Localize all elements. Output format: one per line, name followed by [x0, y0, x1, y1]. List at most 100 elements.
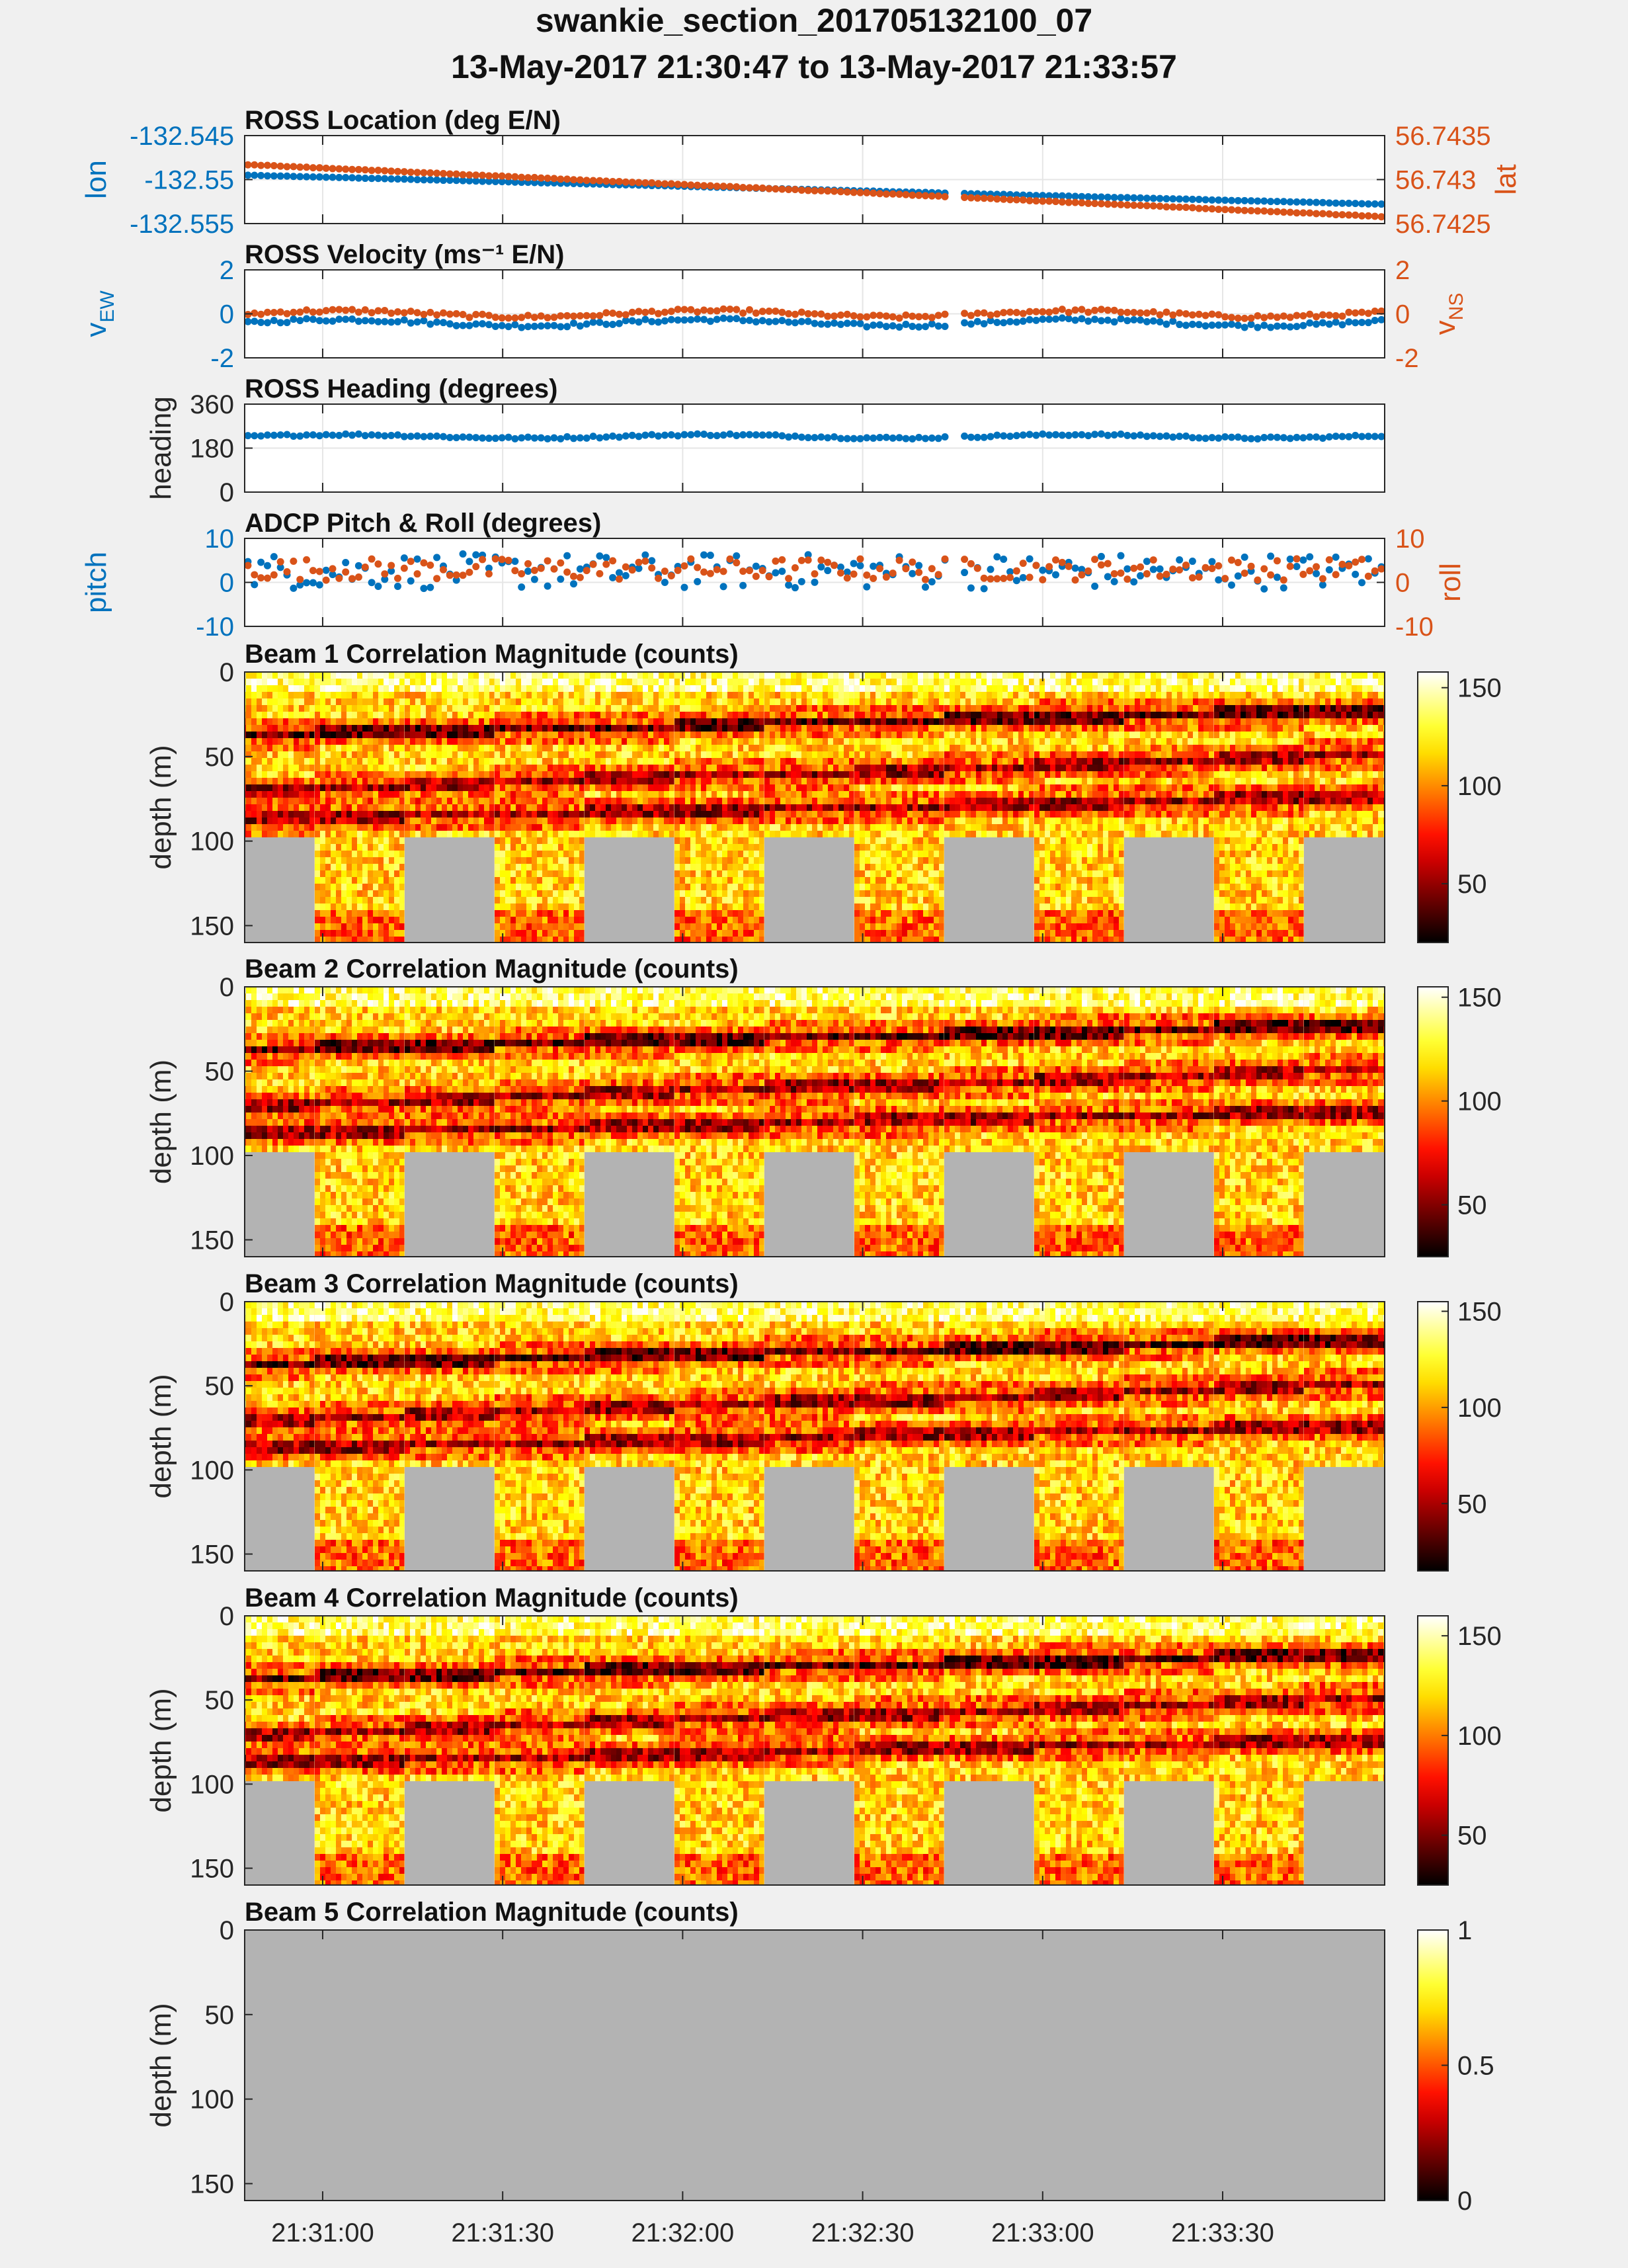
- velocity-point: [1358, 319, 1365, 326]
- velocity-point: [1215, 311, 1222, 318]
- velocity-point: [1196, 311, 1203, 318]
- velocity-point: [856, 320, 864, 327]
- pitchroll-point: [251, 571, 258, 578]
- velocity-point: [1228, 321, 1235, 328]
- location-point: [733, 183, 740, 190]
- velocity-point: [511, 321, 518, 328]
- heading-point: [817, 433, 825, 441]
- velocity-point: [772, 308, 779, 315]
- velocity-point: [1000, 319, 1007, 326]
- location-point: [622, 179, 630, 186]
- pitchroll-point: [817, 556, 825, 564]
- heading-point: [1150, 432, 1157, 439]
- location-point: [1241, 207, 1248, 214]
- pitchroll-point: [577, 574, 584, 581]
- location-point: [785, 186, 792, 193]
- velocity-point: [1104, 306, 1112, 314]
- pitchroll-point: [485, 570, 493, 577]
- pitchroll-point: [641, 558, 649, 565]
- location-point: [1241, 197, 1248, 204]
- beam1-y-axis-label: depth (m): [145, 745, 177, 869]
- pitchroll-point: [856, 562, 864, 569]
- beam1-colorbar-tick-label: 150: [1457, 674, 1502, 703]
- velocity-left-tick-label: 2: [220, 256, 234, 285]
- pitchroll-point: [368, 579, 376, 586]
- beam2-y-tick-label: 50: [205, 1058, 235, 1087]
- velocity-point: [759, 317, 766, 324]
- beam2-image: [245, 987, 1385, 1257]
- location-point: [778, 186, 786, 193]
- location-point: [935, 192, 942, 200]
- pitchroll-point: [720, 567, 727, 575]
- pitchroll-point: [674, 567, 682, 574]
- beam3-image: [245, 1302, 1385, 1572]
- location-point: [648, 179, 655, 187]
- pitchroll-point: [733, 559, 740, 566]
- pitchroll-point: [655, 575, 662, 582]
- beam4-y-tick-label: 150: [190, 1855, 234, 1884]
- pitchroll-point: [1235, 572, 1242, 579]
- heading-point: [798, 433, 805, 441]
- location-point: [466, 171, 473, 179]
- velocity-point: [635, 318, 643, 325]
- velocity-point: [733, 306, 740, 313]
- location-point: [1254, 197, 1261, 204]
- velocity-point: [479, 320, 486, 327]
- heading-point: [974, 434, 981, 441]
- heading-point: [1241, 435, 1248, 442]
- beam1-colorbar: [1418, 672, 1448, 943]
- location-right-tick-label: 56.7435: [1395, 122, 1491, 151]
- heading-point: [590, 433, 597, 440]
- velocity-point: [1078, 315, 1085, 322]
- velocity-point: [1176, 310, 1183, 317]
- velocity-point: [1280, 312, 1287, 319]
- velocity-point: [1098, 317, 1105, 324]
- location-title: ROSS Location (deg E/N): [245, 106, 561, 135]
- velocity-point: [563, 312, 571, 319]
- heading-point: [1026, 431, 1034, 438]
- velocity-point: [1313, 321, 1320, 328]
- beam4-y-tick-label: 50: [205, 1686, 235, 1715]
- location-point: [1104, 194, 1112, 201]
- pitchroll-point: [1267, 552, 1274, 560]
- velocity-point: [1059, 314, 1066, 321]
- location-point: [766, 185, 773, 192]
- pitchroll-point: [707, 570, 714, 577]
- time-tick-label: 21:31:00: [271, 2218, 374, 2247]
- velocity-point: [942, 323, 949, 330]
- heading-point: [1162, 433, 1170, 440]
- heading-point: [453, 434, 460, 441]
- velocity-point: [811, 319, 819, 327]
- velocity-point: [538, 312, 545, 319]
- velocity-point: [1208, 321, 1215, 329]
- pitchroll-point: [1215, 576, 1222, 583]
- velocity-point: [902, 312, 909, 319]
- pitchroll-point: [1137, 564, 1144, 571]
- heading-point: [772, 431, 779, 439]
- pitchroll-point: [817, 564, 825, 571]
- location-point: [720, 183, 727, 190]
- pitchroll-point: [1299, 571, 1307, 578]
- heading-point: [1221, 433, 1229, 441]
- location-point: [296, 173, 304, 180]
- velocity-point: [785, 318, 792, 325]
- heading-point: [863, 434, 870, 441]
- heading-point: [485, 435, 493, 442]
- velocity-point: [1182, 321, 1190, 329]
- pitchroll-point: [355, 573, 362, 581]
- location-point: [394, 168, 401, 175]
- location-point: [668, 180, 675, 187]
- pitchroll-point: [479, 556, 486, 563]
- location-point: [635, 179, 643, 187]
- location-point: [1345, 212, 1352, 219]
- pitchroll-point: [329, 565, 336, 572]
- heading-point: [427, 433, 434, 440]
- pitchroll-point: [433, 575, 440, 582]
- location-left-tick-label: -132.55: [144, 166, 234, 195]
- location-point: [792, 186, 799, 193]
- pitchroll-point: [1293, 555, 1301, 562]
- velocity-point: [1189, 321, 1196, 328]
- beam4-y-tick-label: 0: [220, 1602, 234, 1631]
- pitchroll-point: [824, 559, 831, 566]
- velocity-point: [427, 321, 434, 328]
